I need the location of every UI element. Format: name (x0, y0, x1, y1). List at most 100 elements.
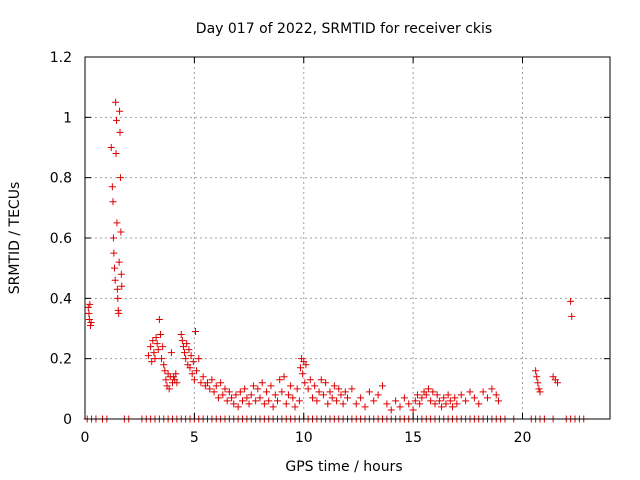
data-point (267, 382, 275, 390)
data-point (309, 394, 316, 402)
data-point (197, 379, 205, 387)
data-point (322, 379, 330, 387)
data-point (111, 276, 119, 284)
data-point (152, 334, 160, 342)
x-axis-label: GPS time / hours (285, 459, 402, 475)
data-point (247, 391, 255, 399)
data-point (418, 394, 426, 402)
data-point (241, 385, 249, 393)
chart-title: Day 017 of 2022, SRMTID for receiver cki… (196, 21, 492, 37)
data-point (568, 312, 576, 320)
data-point (158, 355, 166, 363)
data-point (148, 358, 156, 366)
data-point (212, 382, 220, 390)
data-point (470, 394, 478, 402)
data-point (317, 376, 325, 384)
data-point (179, 343, 187, 351)
data-point (87, 318, 95, 326)
data-point (190, 376, 198, 384)
y-tick-label: 0.4 (50, 291, 72, 307)
data-point (374, 391, 382, 399)
data-point (263, 388, 271, 396)
data-point (440, 394, 448, 402)
x-tick-label: 20 (514, 430, 532, 446)
data-point (427, 397, 435, 405)
data-point (313, 397, 321, 405)
data-point (554, 379, 561, 387)
data-point (223, 397, 231, 405)
data-point (291, 403, 299, 411)
data-point (306, 376, 314, 384)
data-point (172, 370, 180, 378)
data-point (409, 406, 417, 414)
data-point (328, 394, 336, 402)
data-point (228, 394, 236, 402)
data-point (457, 391, 465, 399)
data-point (289, 394, 297, 402)
data-point (230, 400, 238, 408)
data-point (422, 391, 430, 399)
data-point (234, 403, 242, 411)
data-point (414, 391, 421, 399)
data-point (370, 397, 378, 405)
data-point (280, 373, 288, 381)
y-tick-label: 1 (63, 110, 72, 126)
data-point (315, 388, 323, 396)
data-point (533, 373, 541, 381)
data-point (475, 400, 483, 408)
y-tick-label: 0.2 (50, 352, 72, 368)
data-point (424, 385, 432, 393)
data-point (185, 346, 193, 354)
data-point (284, 391, 292, 399)
data-point (108, 183, 116, 191)
data-point (260, 400, 268, 408)
data-point (567, 297, 575, 305)
data-point (107, 144, 115, 151)
data-point (344, 394, 351, 402)
data-point (387, 406, 395, 414)
data-point (365, 388, 373, 396)
data-point (177, 331, 185, 339)
data-point (271, 391, 279, 399)
data-point (295, 397, 303, 405)
data-point (494, 397, 502, 405)
x-tick-label: 0 (81, 430, 90, 446)
data-point (444, 391, 452, 399)
data-point (208, 376, 216, 384)
data-point (113, 219, 121, 227)
data-point (330, 382, 338, 390)
data-point (396, 403, 404, 411)
data-point (188, 370, 196, 378)
data-point (341, 388, 349, 396)
data-point (302, 361, 310, 369)
data-point (154, 346, 162, 354)
data-point (352, 400, 360, 408)
data-point (252, 397, 260, 405)
data-point (206, 385, 214, 393)
data-point (86, 321, 94, 329)
data-point (446, 397, 454, 405)
data-point (159, 343, 167, 351)
data-point (466, 388, 474, 396)
data-point (116, 128, 124, 136)
data-point (189, 358, 197, 366)
data-point (379, 382, 386, 390)
data-point (488, 385, 496, 393)
data-point (153, 340, 161, 348)
data-point (451, 394, 459, 402)
data-point (147, 343, 155, 351)
y-tick-label: 0.6 (50, 231, 72, 247)
x-tick-labels: 0 5 10 15 20 (81, 430, 532, 446)
data-point (110, 249, 118, 257)
data-point (109, 234, 117, 242)
data-point (348, 385, 356, 393)
data-point (199, 373, 207, 381)
data-point (484, 394, 491, 402)
data-point (111, 264, 119, 272)
data-point (301, 379, 309, 387)
data-point (193, 367, 201, 375)
data-point (214, 394, 222, 402)
data-point (85, 315, 93, 323)
data-point (167, 349, 175, 357)
